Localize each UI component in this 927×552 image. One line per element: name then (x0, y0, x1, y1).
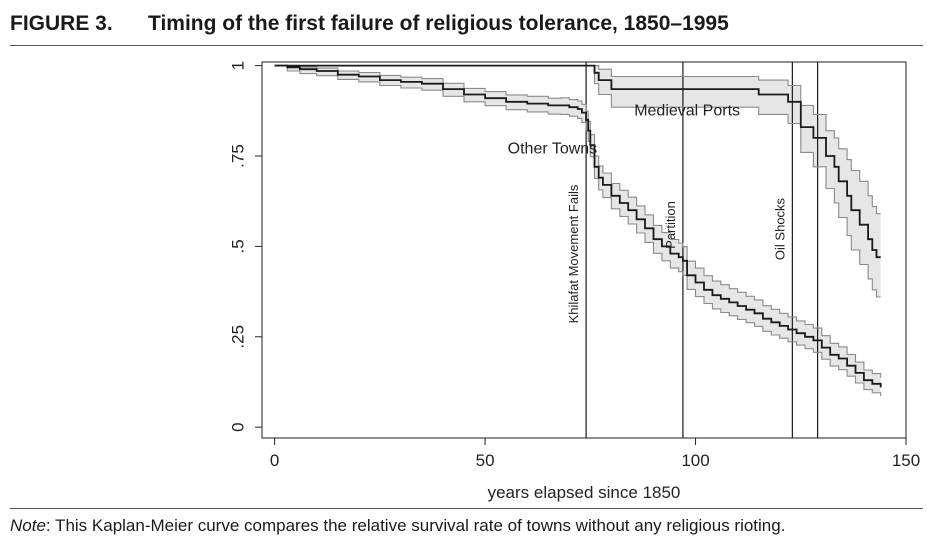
figure-label: FIGURE 3. (10, 12, 113, 35)
ci-lower-0 (274, 65, 882, 397)
plot-frame (261, 61, 907, 439)
x-tick-label: 0 (270, 451, 279, 470)
note-label: Note (10, 516, 46, 535)
y-tick-label: 0 (229, 422, 248, 431)
ci-lower-1 (274, 65, 881, 298)
y-tick-label: .75 (229, 144, 248, 168)
event-label: Partition (663, 201, 678, 249)
ci-upper-1 (274, 65, 881, 215)
survival-curve-0 (274, 64, 882, 388)
figure-title-text: Timing of the first failure of religious… (148, 12, 729, 35)
x-axis-title: years elapsed since 1850 (488, 483, 681, 502)
figure-note: Note: This Kaplan-Meier curve compares t… (10, 516, 785, 536)
y-tick-label: .25 (229, 325, 248, 349)
note-text: : This Kaplan-Meier curve compares the r… (45, 516, 786, 535)
x-tick-label: 50 (476, 451, 495, 470)
y-tick-label: .5 (229, 239, 248, 253)
figure-title: FIGURE 3. Timing of the first failure of … (10, 12, 729, 36)
survival-curve-1 (274, 64, 881, 259)
ci-upper-0 (274, 65, 882, 378)
event-label: Oil Shocks (772, 197, 787, 260)
series-label: Other Towns (508, 140, 598, 157)
x-tick-label: 100 (681, 451, 709, 470)
series-label: Medieval Ports (634, 102, 740, 119)
x-tick-label: 150 (892, 451, 920, 470)
event-label: Khilafat Movement Fails (566, 184, 581, 323)
top-rule (10, 45, 923, 46)
bottom-rule (10, 508, 923, 509)
y-tick-label: 1 (229, 61, 248, 70)
